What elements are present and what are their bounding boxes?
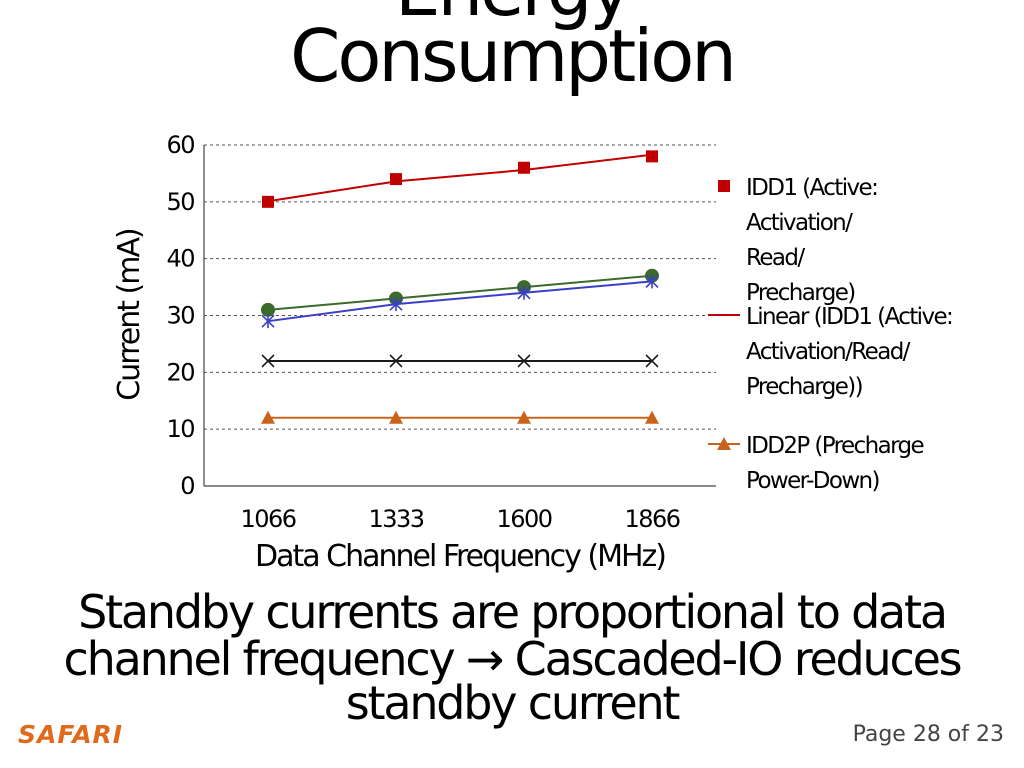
series-5 — [261, 410, 659, 424]
data-point — [390, 173, 402, 186]
y-tick-label: 0 — [180, 472, 194, 500]
caption-line-3: standby current — [345, 676, 681, 730]
data-point — [645, 354, 659, 368]
legend-label: IDD1 (Active: — [746, 175, 877, 201]
legend-label: Precharge)) — [746, 374, 862, 400]
y-tick-label: 10 — [166, 415, 194, 443]
data-point — [646, 150, 658, 163]
chart-series — [261, 150, 659, 424]
legend-entry-0: IDD1 (Active: Activation/Read/Precharge) — [718, 175, 879, 306]
data-point — [261, 410, 275, 424]
series-3 — [261, 274, 659, 329]
current-vs-frequency-chart: 0 10 20 30 40 50 60 1066 1333 1600 1866 IDD1 (Acti… — [112, 131, 954, 574]
caption-line-1: Standby currents are proportional to dat… — [78, 585, 948, 639]
chart-gridlines — [204, 144, 716, 430]
series-1 — [267, 153, 653, 203]
page-indicator: Page 28 of 23 — [852, 722, 1004, 747]
legend-entry-2: IDD2P (Precharge Power-Down) — [708, 433, 925, 494]
data-point — [517, 354, 531, 368]
y-tick-label: 50 — [166, 188, 194, 216]
chart-axes: 0 10 20 30 40 50 60 1066 1333 1600 1866 — [166, 131, 716, 533]
series-4 — [261, 354, 659, 368]
legend-label: Activation/Read/ — [746, 339, 911, 365]
data-point — [645, 274, 659, 289]
slide-title-line-2: Consumption — [290, 14, 737, 98]
data-point — [261, 354, 275, 368]
series-line — [267, 153, 653, 203]
data-point — [262, 195, 274, 208]
legend-entry-1: Linear (IDD1 (Active: Activation/Read/Pre… — [708, 304, 954, 400]
chart-legend: IDD1 (Active: Activation/Read/Precharge)L… — [708, 175, 954, 494]
series-2 — [261, 268, 659, 317]
x-tick-label: 1066 — [240, 505, 295, 533]
series-line — [267, 280, 653, 323]
data-point — [517, 285, 531, 300]
legend-key-marker — [717, 437, 731, 450]
data-point — [645, 410, 659, 424]
data-point — [389, 297, 403, 312]
series-0 — [262, 150, 658, 208]
caption-line-2: channel frequency → Cascaded-IO reduces — [63, 632, 963, 686]
legend-label: Linear (IDD1 (Active: — [746, 304, 952, 330]
series-line — [267, 274, 653, 311]
safari-logo: SAFARI — [18, 720, 124, 749]
legend-label: Precharge) — [746, 280, 855, 306]
y-axis-title: Current (mA) — [112, 229, 147, 401]
data-point — [261, 314, 275, 329]
legend-label: Read/ — [746, 245, 805, 271]
legend-label: Power-Down) — [746, 468, 879, 494]
y-tick-label: 40 — [166, 245, 194, 273]
data-point — [517, 410, 531, 424]
x-axis-title: Data Channel Frequency (MHz) — [255, 539, 665, 574]
y-tick-label: 60 — [166, 131, 194, 159]
legend-key-marker — [718, 180, 730, 192]
legend-label: IDD2P (Precharge — [746, 433, 924, 459]
y-tick-label: 20 — [166, 358, 194, 386]
data-point — [518, 161, 530, 174]
data-point — [389, 354, 403, 368]
x-tick-label: 1866 — [624, 505, 679, 533]
slide-title-line-1: Energy — [0, 0, 1024, 26]
legend-label: Activation/ — [746, 210, 853, 236]
x-tick-label: 1333 — [368, 505, 423, 533]
y-tick-label: 30 — [166, 302, 194, 330]
x-tick-label: 1600 — [496, 505, 551, 533]
data-point — [389, 410, 403, 424]
